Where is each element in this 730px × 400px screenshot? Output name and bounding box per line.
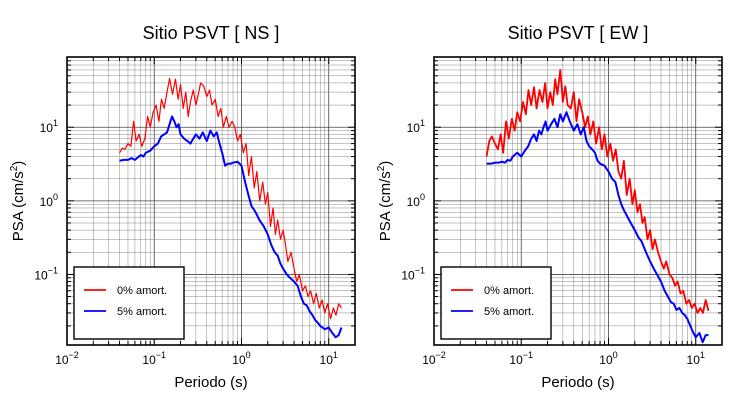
tick-base: 10	[40, 121, 54, 135]
y-tick-label: 100	[407, 192, 425, 209]
y-tick-label: 100	[40, 192, 58, 209]
y-axis-label: PSA (cm/s2)	[376, 161, 394, 242]
legend-box	[73, 266, 185, 340]
series-line-0pct	[119, 77, 342, 320]
chart-panel-ns: Sitio PSVT [ NS ] Periodo (s) PSA (cm/s2…	[9, 23, 356, 391]
tick-exponent: −2	[69, 350, 79, 360]
x-tick-label: 101	[320, 350, 338, 367]
x-tick-label: 100	[232, 350, 250, 367]
y-tick-label: 101	[407, 118, 425, 135]
series-line-5pct	[486, 111, 709, 344]
legend-label-5pct: 5% amort.	[484, 306, 534, 318]
series-layer	[119, 77, 343, 339]
tick-exponent: −1	[523, 350, 533, 360]
tick-base: 10	[509, 353, 523, 367]
tick-base: 10	[687, 353, 701, 367]
tick-exponent: 1	[333, 350, 338, 360]
legend-box	[440, 266, 552, 340]
chart-panel-ew: Sitio PSVT [ EW ] Periodo (s) PSA (cm/s2…	[376, 23, 723, 391]
y-axis-label-superscript: 2	[376, 165, 387, 171]
series-line-5pct	[119, 115, 343, 339]
tick-base: 10	[232, 353, 246, 367]
y-axis-label-superscript: 2	[9, 165, 20, 171]
tick-exponent: −1	[48, 265, 58, 275]
x-axis-label: Periodo (s)	[541, 374, 614, 391]
tick-exponent: −1	[156, 350, 166, 360]
tick-exponent: 0	[420, 192, 425, 202]
x-tick-label: 10−1	[142, 350, 166, 367]
tick-base: 10	[320, 353, 334, 367]
tick-exponent: −2	[436, 350, 446, 360]
x-tick-label: 100	[599, 350, 617, 367]
x-tick-label: 10−2	[422, 350, 446, 367]
y-axis-label-close: )	[10, 161, 27, 166]
chart-title: Sitio PSVT [ EW ]	[508, 23, 649, 43]
y-axis-label: PSA (cm/s2)	[9, 161, 27, 242]
y-tick-label: 10−1	[34, 265, 58, 282]
legend: 0% amort. 5% amort.	[440, 266, 552, 340]
tick-base: 10	[40, 195, 54, 209]
tick-exponent: 0	[613, 350, 618, 360]
tick-base: 10	[401, 268, 415, 282]
tick-base: 10	[407, 121, 421, 135]
x-tick-label: 10−1	[509, 350, 533, 367]
x-tick-label: 10−2	[55, 350, 79, 367]
tick-base: 10	[34, 268, 48, 282]
y-tick-label: 10−1	[401, 265, 425, 282]
y-axis-label-close: )	[377, 161, 394, 166]
y-tick-label: 101	[40, 118, 58, 135]
x-tick-label: 101	[687, 350, 705, 367]
tick-exponent: 1	[53, 118, 58, 128]
y-axis-label-text: PSA (cm/s	[377, 171, 394, 241]
series-layer	[485, 69, 710, 344]
x-axis-label: Periodo (s)	[174, 374, 247, 391]
tick-base: 10	[407, 195, 421, 209]
tick-exponent: 0	[246, 350, 251, 360]
series-line-0pct	[485, 69, 710, 314]
y-axis-label-text: PSA (cm/s	[10, 171, 27, 241]
chart-title: Sitio PSVT [ NS ]	[143, 23, 280, 43]
legend-label-0pct: 0% amort.	[484, 285, 534, 297]
tick-base: 10	[422, 353, 436, 367]
tick-base: 10	[142, 353, 156, 367]
tick-exponent: 0	[53, 192, 58, 202]
tick-base: 10	[55, 353, 69, 367]
grid	[433, 56, 723, 345]
tick-exponent: 1	[700, 350, 705, 360]
legend-label-0pct: 0% amort.	[117, 285, 167, 297]
tick-base: 10	[599, 353, 613, 367]
legend: 0% amort. 5% amort.	[73, 266, 185, 340]
tick-exponent: −1	[415, 265, 425, 275]
legend-label-5pct: 5% amort.	[117, 306, 167, 318]
tick-exponent: 1	[420, 118, 425, 128]
